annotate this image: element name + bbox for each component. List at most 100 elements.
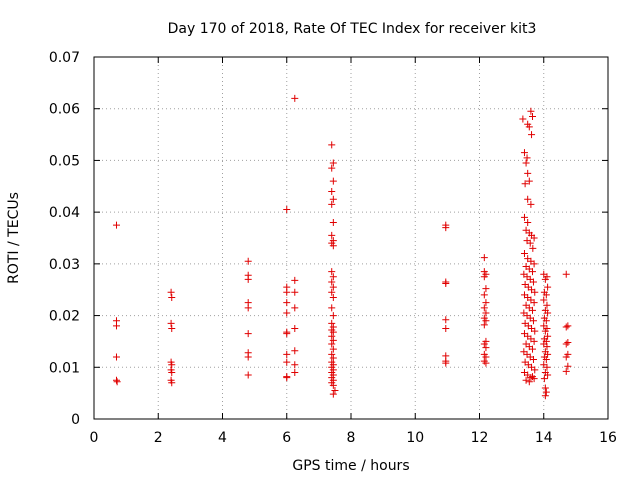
data-point-plus bbox=[541, 384, 549, 392]
data-point-plus bbox=[328, 340, 336, 348]
data-point-plus bbox=[528, 131, 536, 139]
y-tick-label: 0.02 bbox=[49, 309, 80, 325]
data-point-plus bbox=[524, 169, 532, 177]
data-point-plus bbox=[328, 231, 336, 239]
x-tick-label: 4 bbox=[218, 430, 227, 446]
data-point-plus bbox=[480, 254, 488, 262]
y-tick-label: 0.04 bbox=[49, 205, 80, 221]
data-point-plus bbox=[168, 361, 176, 369]
data-point-plus bbox=[328, 200, 336, 208]
data-point-plus bbox=[329, 328, 337, 336]
data-point-plus bbox=[529, 268, 537, 276]
data-point-plus bbox=[329, 293, 337, 301]
data-point-plus bbox=[543, 343, 551, 351]
data-point-plus bbox=[328, 350, 336, 358]
data-point-plus bbox=[480, 321, 488, 329]
data-point-plus bbox=[562, 367, 570, 375]
data-point-plus bbox=[524, 218, 532, 226]
data-point-plus bbox=[562, 323, 570, 331]
data-point-plus bbox=[329, 354, 337, 362]
x-axis-ticks: 0 2 4 6 8 10 12 14 16 bbox=[90, 57, 617, 446]
x-tick-label: 8 bbox=[347, 430, 356, 446]
data-point-plus bbox=[329, 273, 337, 281]
data-point-plus bbox=[523, 154, 531, 162]
data-point-plus bbox=[522, 159, 530, 167]
data-point-plus bbox=[480, 291, 488, 299]
data-point-plus bbox=[329, 283, 337, 291]
data-point-plus bbox=[328, 288, 336, 296]
data-point-plus bbox=[544, 283, 552, 291]
data-point-plus bbox=[520, 213, 528, 221]
data-point-plus bbox=[283, 350, 291, 358]
y-tick-label: 0.06 bbox=[49, 102, 80, 118]
data-point-plus bbox=[540, 296, 548, 304]
data-point-plus bbox=[564, 322, 572, 330]
x-tick-label: 10 bbox=[406, 430, 424, 446]
data-point-plus bbox=[244, 275, 252, 283]
data-point-plus bbox=[328, 141, 336, 149]
data-point-plus bbox=[520, 149, 528, 157]
data-point-plus bbox=[526, 239, 534, 247]
data-point-plus bbox=[112, 376, 120, 384]
data-point-plus bbox=[525, 123, 533, 131]
data-point-plus bbox=[529, 244, 537, 252]
x-tick-label: 2 bbox=[154, 430, 163, 446]
data-point-plus bbox=[329, 381, 337, 389]
data-point-plus bbox=[540, 375, 548, 383]
data-point-plus bbox=[442, 359, 450, 367]
data-point-plus bbox=[329, 390, 337, 398]
data-point-plus bbox=[529, 317, 537, 325]
data-point-plus bbox=[522, 376, 530, 384]
data-points bbox=[112, 94, 572, 400]
data-point-plus bbox=[113, 378, 121, 386]
data-point-plus bbox=[244, 257, 252, 265]
data-point-plus bbox=[329, 218, 337, 226]
x-tick-label: 14 bbox=[535, 430, 553, 446]
data-point-plus bbox=[531, 288, 539, 296]
data-point-plus bbox=[112, 322, 120, 330]
x-axis-label: GPS time / hours bbox=[292, 458, 409, 474]
data-point-plus bbox=[112, 221, 120, 229]
data-point-plus bbox=[244, 371, 252, 379]
data-point-plus bbox=[329, 345, 337, 353]
data-point-plus bbox=[562, 340, 570, 348]
data-point-plus bbox=[329, 177, 337, 185]
data-point-plus bbox=[480, 340, 488, 348]
data-point-plus bbox=[291, 325, 299, 332]
data-point-plus bbox=[168, 293, 176, 301]
data-point-plus bbox=[283, 358, 291, 366]
data-point-plus bbox=[530, 299, 538, 307]
data-point-plus bbox=[541, 327, 549, 335]
x-tick-label: 16 bbox=[599, 430, 617, 446]
data-point-plus bbox=[244, 330, 252, 338]
data-point-plus bbox=[291, 288, 299, 296]
data-point-plus bbox=[525, 177, 533, 185]
data-point-plus bbox=[442, 224, 450, 232]
data-point-plus bbox=[527, 200, 535, 208]
data-point-plus bbox=[329, 159, 337, 167]
data-point-plus bbox=[480, 273, 488, 281]
data-point-plus bbox=[521, 180, 529, 188]
data-point-plus bbox=[530, 260, 538, 268]
data-point-plus bbox=[329, 242, 337, 250]
data-point-plus bbox=[328, 304, 336, 312]
data-point-plus bbox=[283, 374, 291, 382]
data-point-plus bbox=[167, 319, 175, 327]
y-axis-label: ROTI / TECUs bbox=[6, 192, 22, 284]
data-point-plus bbox=[542, 388, 550, 396]
y-axis-ticks: 0 0.01 0.02 0.03 0.04 0.05 0.06 0.07 bbox=[49, 50, 608, 428]
data-point-plus bbox=[529, 306, 537, 314]
data-point-plus bbox=[480, 304, 488, 312]
data-point-plus bbox=[531, 327, 539, 335]
data-point-plus bbox=[331, 387, 339, 395]
data-point-plus bbox=[329, 195, 337, 203]
data-point-plus bbox=[530, 337, 538, 345]
data-point-plus bbox=[543, 363, 551, 371]
data-point-plus bbox=[291, 368, 299, 376]
data-point-plus bbox=[482, 344, 490, 352]
data-point-plus bbox=[482, 353, 490, 361]
data-point-plus bbox=[562, 270, 570, 278]
x-tick-label: 6 bbox=[282, 430, 291, 446]
data-point-plus bbox=[542, 356, 550, 364]
